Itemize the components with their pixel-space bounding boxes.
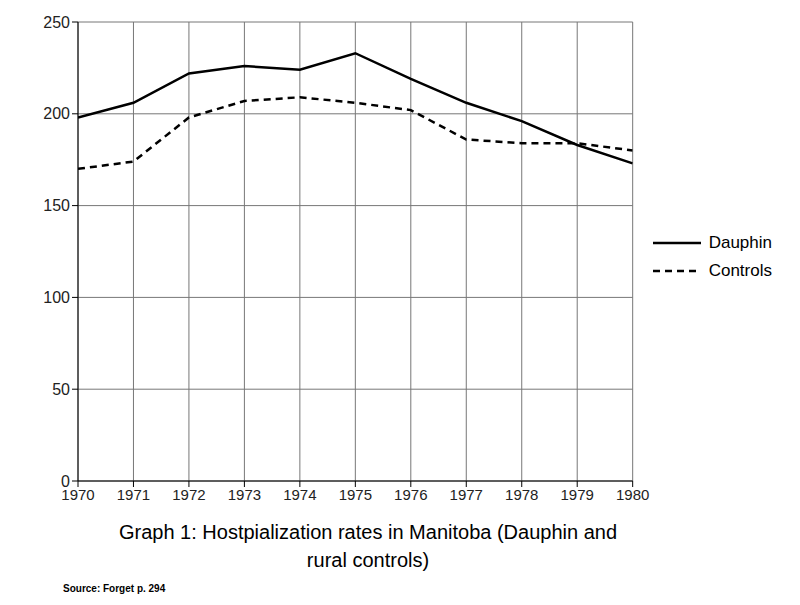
html-text:Source: Forget p. 294: Source: Forget p. 294: [63, 583, 166, 594]
svg-text:1974: 1974: [283, 486, 316, 503]
svg-text:0: 0: [61, 473, 70, 490]
svg-text:1976: 1976: [394, 486, 427, 503]
svg-text:150: 150: [43, 197, 70, 214]
html-text:Graph 1: Hostpialization rates: Graph 1: Hostpialization rates in Manito…: [119, 521, 617, 571]
svg-text:1972: 1972: [172, 486, 205, 503]
svg-text:50: 50: [52, 381, 70, 398]
svg-text:1978: 1978: [505, 486, 538, 503]
svg-text:1977: 1977: [450, 486, 483, 503]
html-text:Controls: Controls: [708, 260, 772, 280]
html-text:Dauphin: Dauphin: [708, 232, 772, 252]
svg-text:1980: 1980: [616, 486, 649, 503]
svg-text:1970: 1970: [61, 485, 95, 503]
svg-text:1975: 1975: [339, 486, 372, 503]
svg-text:1971: 1971: [117, 486, 150, 503]
svg-text:200: 200: [43, 105, 70, 122]
svg-text:250: 250: [43, 14, 70, 31]
svg-text:1979: 1979: [561, 486, 594, 503]
svg-text:1973: 1973: [228, 486, 261, 503]
svg-text:100: 100: [43, 289, 70, 306]
